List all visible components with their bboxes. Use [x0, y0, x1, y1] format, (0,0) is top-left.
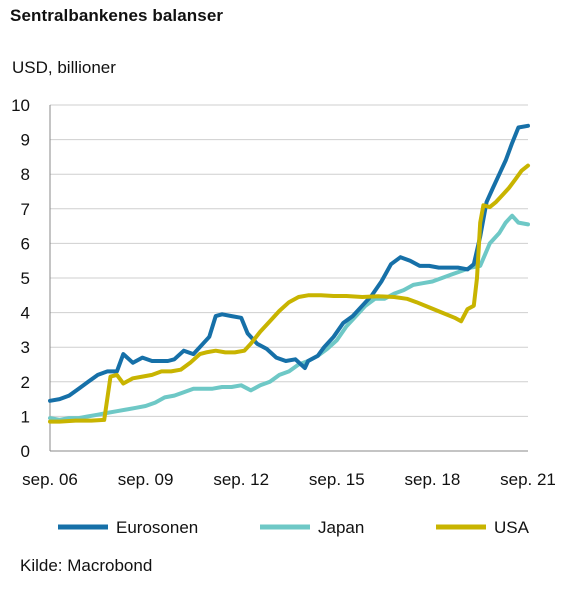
- y-axis-unit-label: USD, billioner: [12, 58, 116, 77]
- y-tick-label: 4: [21, 304, 30, 323]
- legend-label: Eurosonen: [116, 518, 198, 537]
- source-note: Kilde: Macrobond: [20, 556, 153, 575]
- chart-svg: 0 1 2 3 4 5 6 7 8 9 10 sep. 06 sep. 09 sep. 12 sep. 1…: [11, 96, 556, 537]
- legend-item-usa: USA: [436, 518, 530, 537]
- y-tick-label: 0: [21, 442, 30, 461]
- y-axis-ticks: 0 1 2 3 4 5 6 7 8 9 10: [11, 96, 30, 461]
- x-tick-label: sep. 06: [22, 470, 78, 489]
- legend-item-eurosonen: Eurosonen: [58, 518, 198, 537]
- series-line-eurosonen: [48, 123, 530, 403]
- gridlines: [49, 104, 528, 452]
- x-tick-label: sep. 12: [213, 470, 269, 489]
- series-line-japan: [48, 213, 530, 422]
- legend: Eurosonen Japan USA: [58, 518, 530, 537]
- series-lines: [48, 123, 530, 424]
- y-tick-label: 10: [11, 96, 30, 115]
- legend-label: USA: [494, 518, 530, 537]
- y-tick-label: 1: [21, 407, 30, 426]
- y-tick-label: 3: [21, 338, 30, 357]
- x-axis-ticks: sep. 06 sep. 09 sep. 12 sep. 15 sep. 18 sep. …: [22, 470, 556, 489]
- y-tick-label: 5: [21, 269, 30, 288]
- legend-label: Japan: [318, 518, 364, 537]
- chart-title: Sentralbankenes balanser: [10, 6, 224, 25]
- y-tick-label: 2: [21, 373, 30, 392]
- x-tick-label: sep. 21: [500, 470, 556, 489]
- y-tick-label: 7: [21, 200, 30, 219]
- y-tick-label: 6: [21, 234, 30, 253]
- x-tick-label: sep. 09: [118, 470, 174, 489]
- legend-item-japan: Japan: [260, 518, 364, 537]
- series-line-usa: [48, 163, 530, 424]
- y-tick-label: 8: [21, 165, 30, 184]
- y-tick-label: 9: [21, 131, 30, 150]
- x-tick-label: sep. 15: [309, 470, 365, 489]
- x-tick-label: sep. 18: [405, 470, 461, 489]
